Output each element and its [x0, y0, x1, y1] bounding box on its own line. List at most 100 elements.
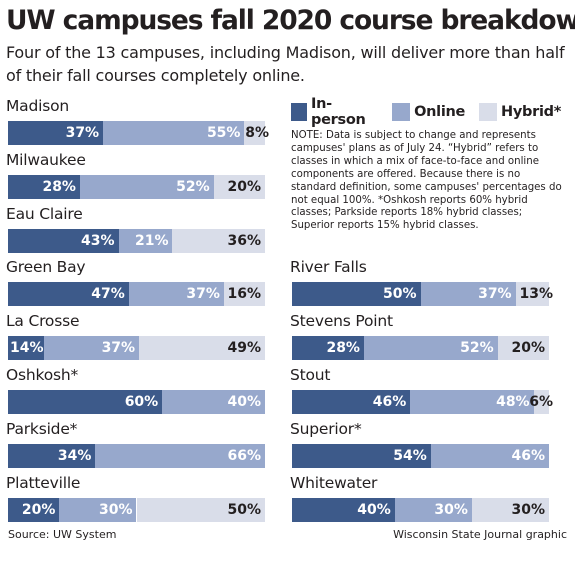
campus-label-green-bay: Green Bay	[6, 258, 86, 277]
bar-superior: 54% 46%	[292, 443, 549, 468]
bar-value-label-in-person: 37%	[65, 125, 100, 141]
bar-platteville: 20% 30% 50%	[8, 497, 265, 522]
bar-segment-online	[430, 443, 549, 468]
bar-segment-hybrid	[172, 228, 265, 253]
campus-label-la-crosse: La Crosse	[6, 312, 80, 331]
bar-segment-online	[363, 336, 498, 361]
campus-label-platteville: Platteville	[6, 473, 81, 492]
bar-value-label-in-person: 46%	[372, 394, 407, 410]
bar-oshkosh: 60% 40%	[8, 390, 265, 414]
bar-segment-in-person	[8, 390, 163, 414]
bar-segment-online	[420, 282, 516, 307]
bar-segment-online	[410, 390, 534, 414]
bar-segment-in-person	[8, 443, 96, 468]
campus-label-river-falls: River Falls	[290, 258, 367, 277]
legend: In-person Online Hybrid*	[291, 96, 575, 128]
bar-whitewater: 40% 30% 30%	[292, 497, 549, 522]
source-credit: Source: UW System	[8, 528, 117, 541]
bar-value-label-in-person: 34%	[57, 447, 92, 464]
bar-segment-online	[103, 121, 245, 145]
bar-value-label-in-person: 14%	[10, 340, 44, 357]
bar-value-label-hybrid: 6%	[529, 394, 553, 410]
bar-segment-hybrid	[244, 121, 265, 145]
bar-value-label-online: 46%	[511, 447, 545, 464]
bar-madison: 37% 55% 8%	[8, 121, 269, 145]
bar-segment-online	[43, 336, 140, 361]
bar-value-label-online: 37%	[478, 286, 512, 303]
campus-label-superior: Superior*	[290, 419, 362, 438]
bar-segment-in-person	[292, 282, 421, 307]
bar-segment-in-person	[292, 443, 431, 468]
bar-segment-in-person	[8, 228, 119, 253]
bar-segment-hybrid	[515, 282, 549, 307]
bar-segment-hybrid	[213, 174, 265, 199]
bar-value-label-in-person: 43%	[81, 232, 115, 249]
graphic-credit: Wisconsin State Journal graphic	[393, 528, 567, 541]
bar-segment-in-person	[292, 336, 364, 361]
bar-value-label-in-person: 28%	[326, 340, 360, 357]
bar-segment-online	[79, 174, 214, 199]
bar-stevens-point: 28% 52% 20%	[292, 336, 549, 361]
campus-label-parkside: Parkside*	[6, 419, 78, 438]
bar-segment-in-person	[8, 336, 44, 361]
legend-item-hybrid: Hybrid*	[479, 103, 561, 121]
campus-label-whitewater: Whitewater	[290, 473, 378, 492]
legend-label-online: Online	[414, 104, 466, 120]
bar-segment-in-person	[292, 497, 395, 522]
bar-segment-online	[95, 443, 265, 468]
bar-value-label-online: 30%	[98, 501, 133, 518]
bar-segment-in-person	[8, 497, 60, 522]
bar-value-label-online: 21%	[134, 232, 169, 249]
campus-label-eau-claire: Eau Claire	[6, 204, 83, 223]
bar-value-label-online: 30%	[434, 501, 468, 518]
bar-value-label-hybrid: 16%	[227, 286, 261, 303]
bar-segment-in-person	[8, 174, 80, 199]
bar-value-label-online: 37%	[101, 340, 136, 357]
chart-subtitle: Four of the 13 campuses, including Madis…	[6, 43, 565, 85]
bar-stout: 46% 48% 6%	[292, 390, 553, 414]
bar-value-label-online: 66%	[227, 447, 261, 464]
bar-value-label-hybrid: 50%	[227, 501, 261, 518]
bar-value-label-online: 48%	[496, 394, 530, 410]
bar-value-label-in-person: 54%	[393, 447, 427, 464]
bar-value-label-in-person: 60%	[124, 394, 159, 410]
bar-value-label-hybrid: 8%	[245, 125, 269, 141]
campus-label-stout: Stout	[290, 366, 331, 384]
bar-value-label-hybrid: 36%	[227, 232, 261, 249]
bar-segment-online	[118, 228, 173, 253]
bar-parkside: 34% 66%	[8, 443, 265, 468]
bar-eau-claire: 43% 21% 36%	[8, 228, 265, 253]
bar-segment-online	[59, 497, 137, 522]
bar-segment-in-person	[8, 121, 104, 145]
legend-item-in-person: In-person	[291, 96, 378, 128]
bar-value-label-online: 55%	[206, 125, 241, 141]
bar-value-label-online: 52%	[460, 340, 494, 357]
bar-value-label-in-person: 50%	[382, 286, 417, 303]
bar-segment-online	[162, 390, 265, 414]
bar-value-label-hybrid: 49%	[227, 340, 261, 357]
bar-river-falls: 50% 37% 13%	[292, 282, 553, 307]
bar-segment-hybrid	[139, 336, 265, 361]
bar-value-label-hybrid: 13%	[519, 286, 553, 303]
campus-label-stevens-point: Stevens Point	[290, 312, 393, 331]
bar-segment-hybrid	[223, 282, 265, 307]
bar-la-crosse: 14% 37% 49%	[8, 336, 265, 361]
chart-title: UW campuses fall 2020 course breakdown	[6, 5, 575, 36]
bar-value-label-online: 37%	[186, 286, 220, 303]
legend-label-hybrid: Hybrid*	[501, 104, 561, 120]
legend-item-online: Online	[392, 103, 465, 121]
bar-segment-hybrid	[136, 497, 265, 522]
legend-swatch-hybrid	[479, 103, 498, 121]
legend-label-in-person: In-person	[311, 96, 366, 128]
bar-value-label-online: 40%	[227, 394, 261, 410]
bar-value-label-hybrid: 20%	[511, 340, 545, 357]
bar-segment-in-person	[292, 390, 411, 414]
chart-note: NOTE: Data is subject to change and repr…	[291, 130, 562, 232]
bar-value-label-hybrid: 20%	[227, 178, 261, 195]
bar-milwaukee: 28% 52% 20%	[8, 174, 265, 199]
bar-segment-hybrid	[533, 390, 549, 414]
bar-value-label-hybrid: 30%	[511, 501, 545, 518]
campus-label-oshkosh: Oshkosh*	[6, 366, 79, 384]
campus-label-milwaukee: Milwaukee	[6, 150, 86, 169]
bar-value-label-in-person: 20%	[21, 501, 56, 518]
